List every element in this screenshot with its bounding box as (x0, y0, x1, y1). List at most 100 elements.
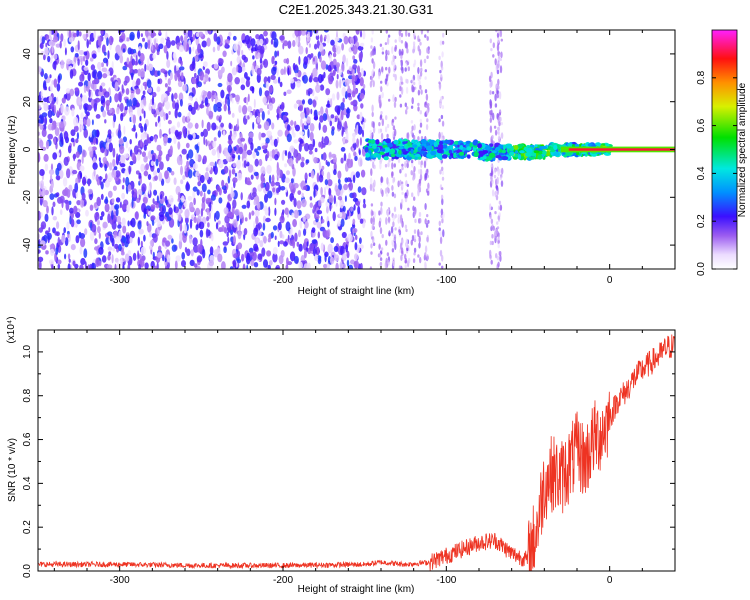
spectrogram-cell (212, 165, 216, 172)
spectrogram-cell (424, 172, 428, 179)
spectrogram-cell (356, 114, 361, 120)
spectrogram-cell (377, 128, 381, 134)
spectrogram-cell (118, 123, 121, 133)
spectrogram-cell (348, 181, 353, 191)
spectrogram-cell (406, 160, 409, 164)
spectrogram-cell (203, 61, 208, 68)
spectrogram-cell (335, 39, 338, 49)
spectrogram-cell (193, 263, 198, 268)
spectrogram-cell (107, 254, 111, 261)
spectrogram-cell (205, 167, 209, 172)
spectrogram-cell (313, 156, 318, 164)
spectrogram-cell (352, 45, 358, 55)
spectrogram-cell (150, 215, 156, 221)
spectrogram-cell (50, 248, 55, 256)
spectrogram-cell (391, 118, 395, 123)
spectrogram-cell (404, 224, 408, 229)
spectrogram-cell (197, 141, 200, 147)
spectrogram-cell (591, 144, 596, 148)
spectrogram-cell (398, 35, 401, 43)
spectrogram-cell (303, 263, 309, 269)
spectrogram-cell (335, 188, 341, 197)
spectrogram-cell (392, 177, 395, 184)
spectrogram-cell (126, 57, 130, 65)
spectrogram-cell (370, 45, 373, 49)
spectrogram-cell (197, 181, 202, 187)
spectrogram-cell (424, 245, 428, 253)
spectrogram-cell (123, 125, 126, 135)
spectrogram-cell (109, 96, 112, 103)
spectrogram-cell (420, 160, 424, 166)
spectrogram-cell (360, 103, 364, 109)
spectrogram-cell (88, 146, 93, 152)
spectrogram-cell (119, 145, 125, 154)
spectrogram-cell (540, 145, 548, 150)
spectrogram-cell (419, 150, 425, 154)
spectrogram-cell (62, 177, 68, 187)
spectrogram-cell (261, 247, 266, 257)
spectrogram-cell (309, 75, 312, 82)
spectrogram-cell (496, 32, 500, 39)
spectrogram-cell (112, 185, 117, 191)
spectrogram-cell (270, 231, 274, 239)
spectrogram-cell (43, 54, 46, 61)
spectrogram-cell (118, 138, 124, 145)
spectrogram-cell (333, 169, 337, 176)
spectrogram-cell (440, 194, 444, 200)
spectrogram-cell (45, 140, 50, 150)
spectrogram-cell (412, 176, 415, 181)
spectrogram-cell (294, 64, 298, 71)
spectrogram-cell (420, 67, 423, 73)
spectrogram-cell (266, 95, 272, 100)
spectrogram-cell (393, 163, 396, 168)
spectrogram-cell (237, 242, 243, 250)
spectrogram-cell (553, 151, 560, 157)
spectrogram-cell (271, 66, 277, 76)
spectrogram-cell (412, 258, 416, 263)
spectrogram-cell (122, 265, 125, 269)
spectrogram-cell (310, 170, 315, 179)
spectrogram-cell (442, 144, 448, 149)
spectrogram-cell (194, 72, 197, 79)
spectrogram-cell (38, 119, 44, 124)
spectrogram-cell (392, 215, 395, 222)
spectrogram-cell (45, 34, 50, 40)
spectrogram-cell (341, 130, 344, 137)
spectrogram-cell (302, 99, 305, 105)
spectrogram-cell (69, 69, 74, 79)
spectrogram-cell (247, 105, 253, 112)
spectrogram-cell (425, 124, 429, 131)
spectrogram-cell (68, 37, 74, 43)
spectrogram-cell (343, 35, 349, 45)
spectrogram-cell (441, 40, 445, 45)
spectrogram-cell (259, 45, 265, 55)
spectrogram-cell (385, 54, 388, 62)
spectrogram-cell (232, 235, 236, 245)
spectrogram-cell (47, 109, 53, 119)
spectrogram-cell (131, 127, 136, 132)
spectrogram-cell (315, 84, 321, 93)
spectrogram-cell (336, 107, 341, 116)
spectrogram-cell (130, 217, 136, 228)
spectrogram-cell (355, 171, 360, 179)
spectrogram-cell (314, 147, 318, 153)
spectrogram-cell (196, 255, 203, 263)
spectrogram-cell (56, 221, 60, 230)
spectrogram-cell (105, 196, 108, 204)
spectrogram-cell (108, 251, 112, 256)
spectrogram-cell (284, 177, 290, 184)
spectrogram-cell (41, 128, 47, 138)
spectrogram-cell (227, 72, 233, 83)
spectrogram-cell (186, 160, 190, 168)
spectrogram-cell (441, 166, 444, 171)
spectrogram-cell (236, 258, 241, 264)
snr-ylabel: SNR (10 * v/v) (7, 438, 18, 502)
spectrogram-cell (53, 96, 57, 102)
spectrogram-cell (324, 186, 326, 197)
spectrogram-cell (71, 107, 75, 117)
spectrogram-cell (411, 78, 414, 84)
spectrogram-cell (138, 263, 141, 269)
spectrogram-cell (107, 231, 113, 236)
spectrogram-cell (258, 87, 263, 97)
spectrogram-cell (233, 43, 239, 52)
